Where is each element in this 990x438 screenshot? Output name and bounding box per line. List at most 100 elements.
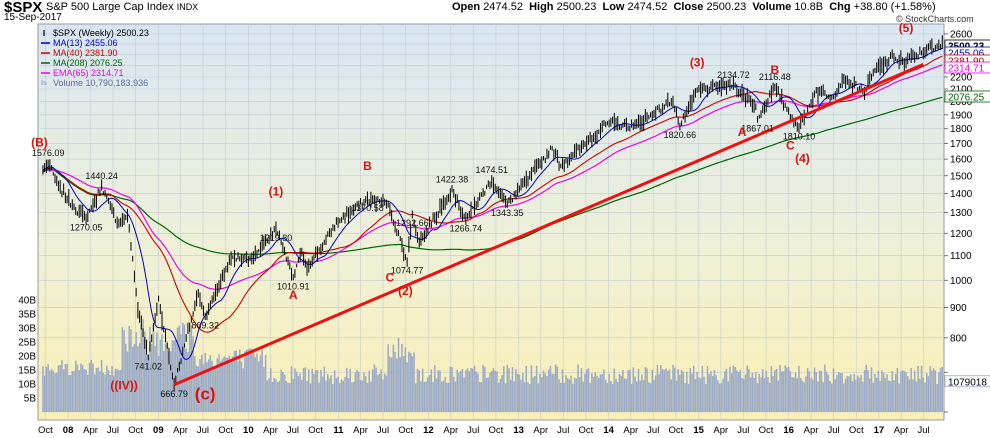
price-annotation: 869.32 [191, 320, 219, 330]
x-tick-label: Jul [377, 425, 389, 436]
volume-tick-label: 10B [18, 380, 36, 391]
x-tick-label: Apr [443, 425, 458, 436]
volume-last-box [944, 375, 990, 388]
y-tick-label: 1900 [950, 110, 973, 121]
last-value-box [944, 90, 990, 103]
price-annotation: 1576.09 [32, 148, 65, 158]
x-tick-label: Jul [557, 425, 569, 436]
y-tick-label: 1800 [950, 124, 973, 135]
x-tick-label: 13 [513, 425, 524, 436]
x-tick-label: Jul [737, 425, 749, 436]
volume-tick-label: 25B [18, 338, 36, 349]
x-tick-label: 15 [693, 425, 704, 436]
annotations: 1576.09 1440.24 1270.05 741.02 666.79 869.32 1… [31, 21, 913, 403]
x-tick-label: Oct [579, 425, 594, 436]
volume-tick-label: 15B [18, 366, 36, 377]
wave-label: (4) [795, 151, 810, 165]
x-tick-label: Jul [467, 425, 479, 436]
y-tick-label: 2000 [950, 97, 973, 108]
price-annotation: 2116.48 [759, 72, 791, 82]
x-tick-label: 12 [423, 425, 434, 436]
change-value: +38.80 (+1.58%) [853, 1, 936, 13]
price-annotation: 1867.01 [741, 123, 774, 133]
x-tick-label: Apr [713, 425, 728, 436]
x-tick-label: Oct [669, 425, 684, 436]
price-annotation: 666.79 [160, 389, 188, 399]
x-tick-label: Oct [489, 425, 504, 436]
ma13-line [42, 47, 943, 361]
wave-label: (c) [195, 384, 216, 403]
price-annotation: 1266.74 [450, 223, 483, 233]
price-annotation: 1422.38 [436, 174, 469, 184]
y-tick-label: 1600 [950, 155, 973, 166]
quote-date: 15-Sep-2017 [4, 12, 62, 23]
x-tick-label: Apr [83, 425, 98, 436]
y-tick-label: 900 [950, 303, 967, 314]
x-tick-label: Oct [398, 425, 413, 436]
y-tick-label: 1100 [950, 251, 972, 262]
x-tick-label: Jul [827, 425, 839, 436]
x-tick-label: Apr [804, 425, 819, 436]
x-tick-label: Oct [218, 425, 233, 436]
volume-value: 10.8B [794, 1, 824, 13]
x-tick-label: 10 [243, 425, 254, 436]
x-tick-label: 17 [874, 425, 885, 436]
legend-entry: $SPX (Weekly) 2500.23 [53, 28, 149, 38]
legend-entry: EMA(65) 2314.71 [53, 68, 124, 78]
close-value: 2500.23 [706, 1, 747, 13]
x-tick-label: Apr [533, 425, 548, 436]
price-annotation: 1010.91 [277, 281, 310, 291]
x-tick-label: Oct [849, 425, 864, 436]
x-tick-label: Apr [173, 425, 188, 436]
volume-tick-label: 5B [24, 394, 37, 405]
price-annotation: 2134.72 [717, 70, 750, 80]
y-tick-label: 1500 [950, 171, 973, 182]
price-annotation: 741.02 [134, 362, 162, 372]
price-annotation: 1219.80 [260, 233, 293, 243]
brand-watermark: © StockCharts.com [896, 14, 974, 24]
x-tick-label: Apr [263, 425, 278, 436]
x-tick-label: Apr [623, 425, 638, 436]
ema65-line [42, 64, 943, 290]
price-annotation: 1270.05 [70, 223, 103, 233]
x-tick-label: Jul [917, 425, 929, 436]
wave-label: ((IV)) [110, 378, 137, 392]
wave-label: C [386, 271, 395, 285]
legend-entry: Volume 10,790,183,936 [53, 78, 148, 88]
price-annotation: 1343.35 [491, 208, 524, 218]
price-bars [42, 35, 943, 392]
volume-tick-label: 20B [18, 352, 36, 363]
volume-tick-label: 40B [18, 296, 36, 307]
wave-label: (1) [269, 184, 284, 198]
y-tick-label: 2200 [950, 73, 973, 84]
exchange-code: INDX [176, 2, 199, 12]
x-tick-label: Apr [353, 425, 368, 436]
volume-tick-label: 35B [18, 310, 36, 321]
wave-label: (2) [398, 284, 413, 298]
x-tick-label: 08 [63, 425, 74, 436]
wave-label: A [738, 125, 747, 139]
y-tick-label: 1700 [950, 139, 973, 150]
y-tick-label: 1400 [950, 189, 973, 200]
x-tick-label: Apr [894, 425, 909, 436]
y-tick-label: 800 [950, 333, 967, 344]
y-tick-label: 1300 [950, 208, 973, 219]
last-value-label: 2455.06 [948, 49, 985, 60]
wave-label: (5) [899, 21, 914, 35]
price-annotation: 1810.10 [783, 131, 816, 141]
x-tick-label: 09 [153, 425, 164, 436]
ma40-line [42, 55, 943, 333]
volume-tick-label: 30B [18, 324, 36, 335]
x-tick-label: Jul [197, 425, 209, 436]
legend-entry: MA(13) 2455.06 [53, 38, 118, 48]
x-tick-label: Oct [128, 425, 143, 436]
open-value: 2474.52 [483, 1, 523, 13]
low-value: 2474.52 [627, 1, 668, 13]
wave-label: A [289, 288, 298, 302]
legend-entry: MA(208) 2076.25 [53, 58, 123, 68]
x-tick-label: Oct [759, 425, 774, 436]
y-tick-label: 1200 [950, 229, 973, 240]
trendline [173, 63, 924, 387]
